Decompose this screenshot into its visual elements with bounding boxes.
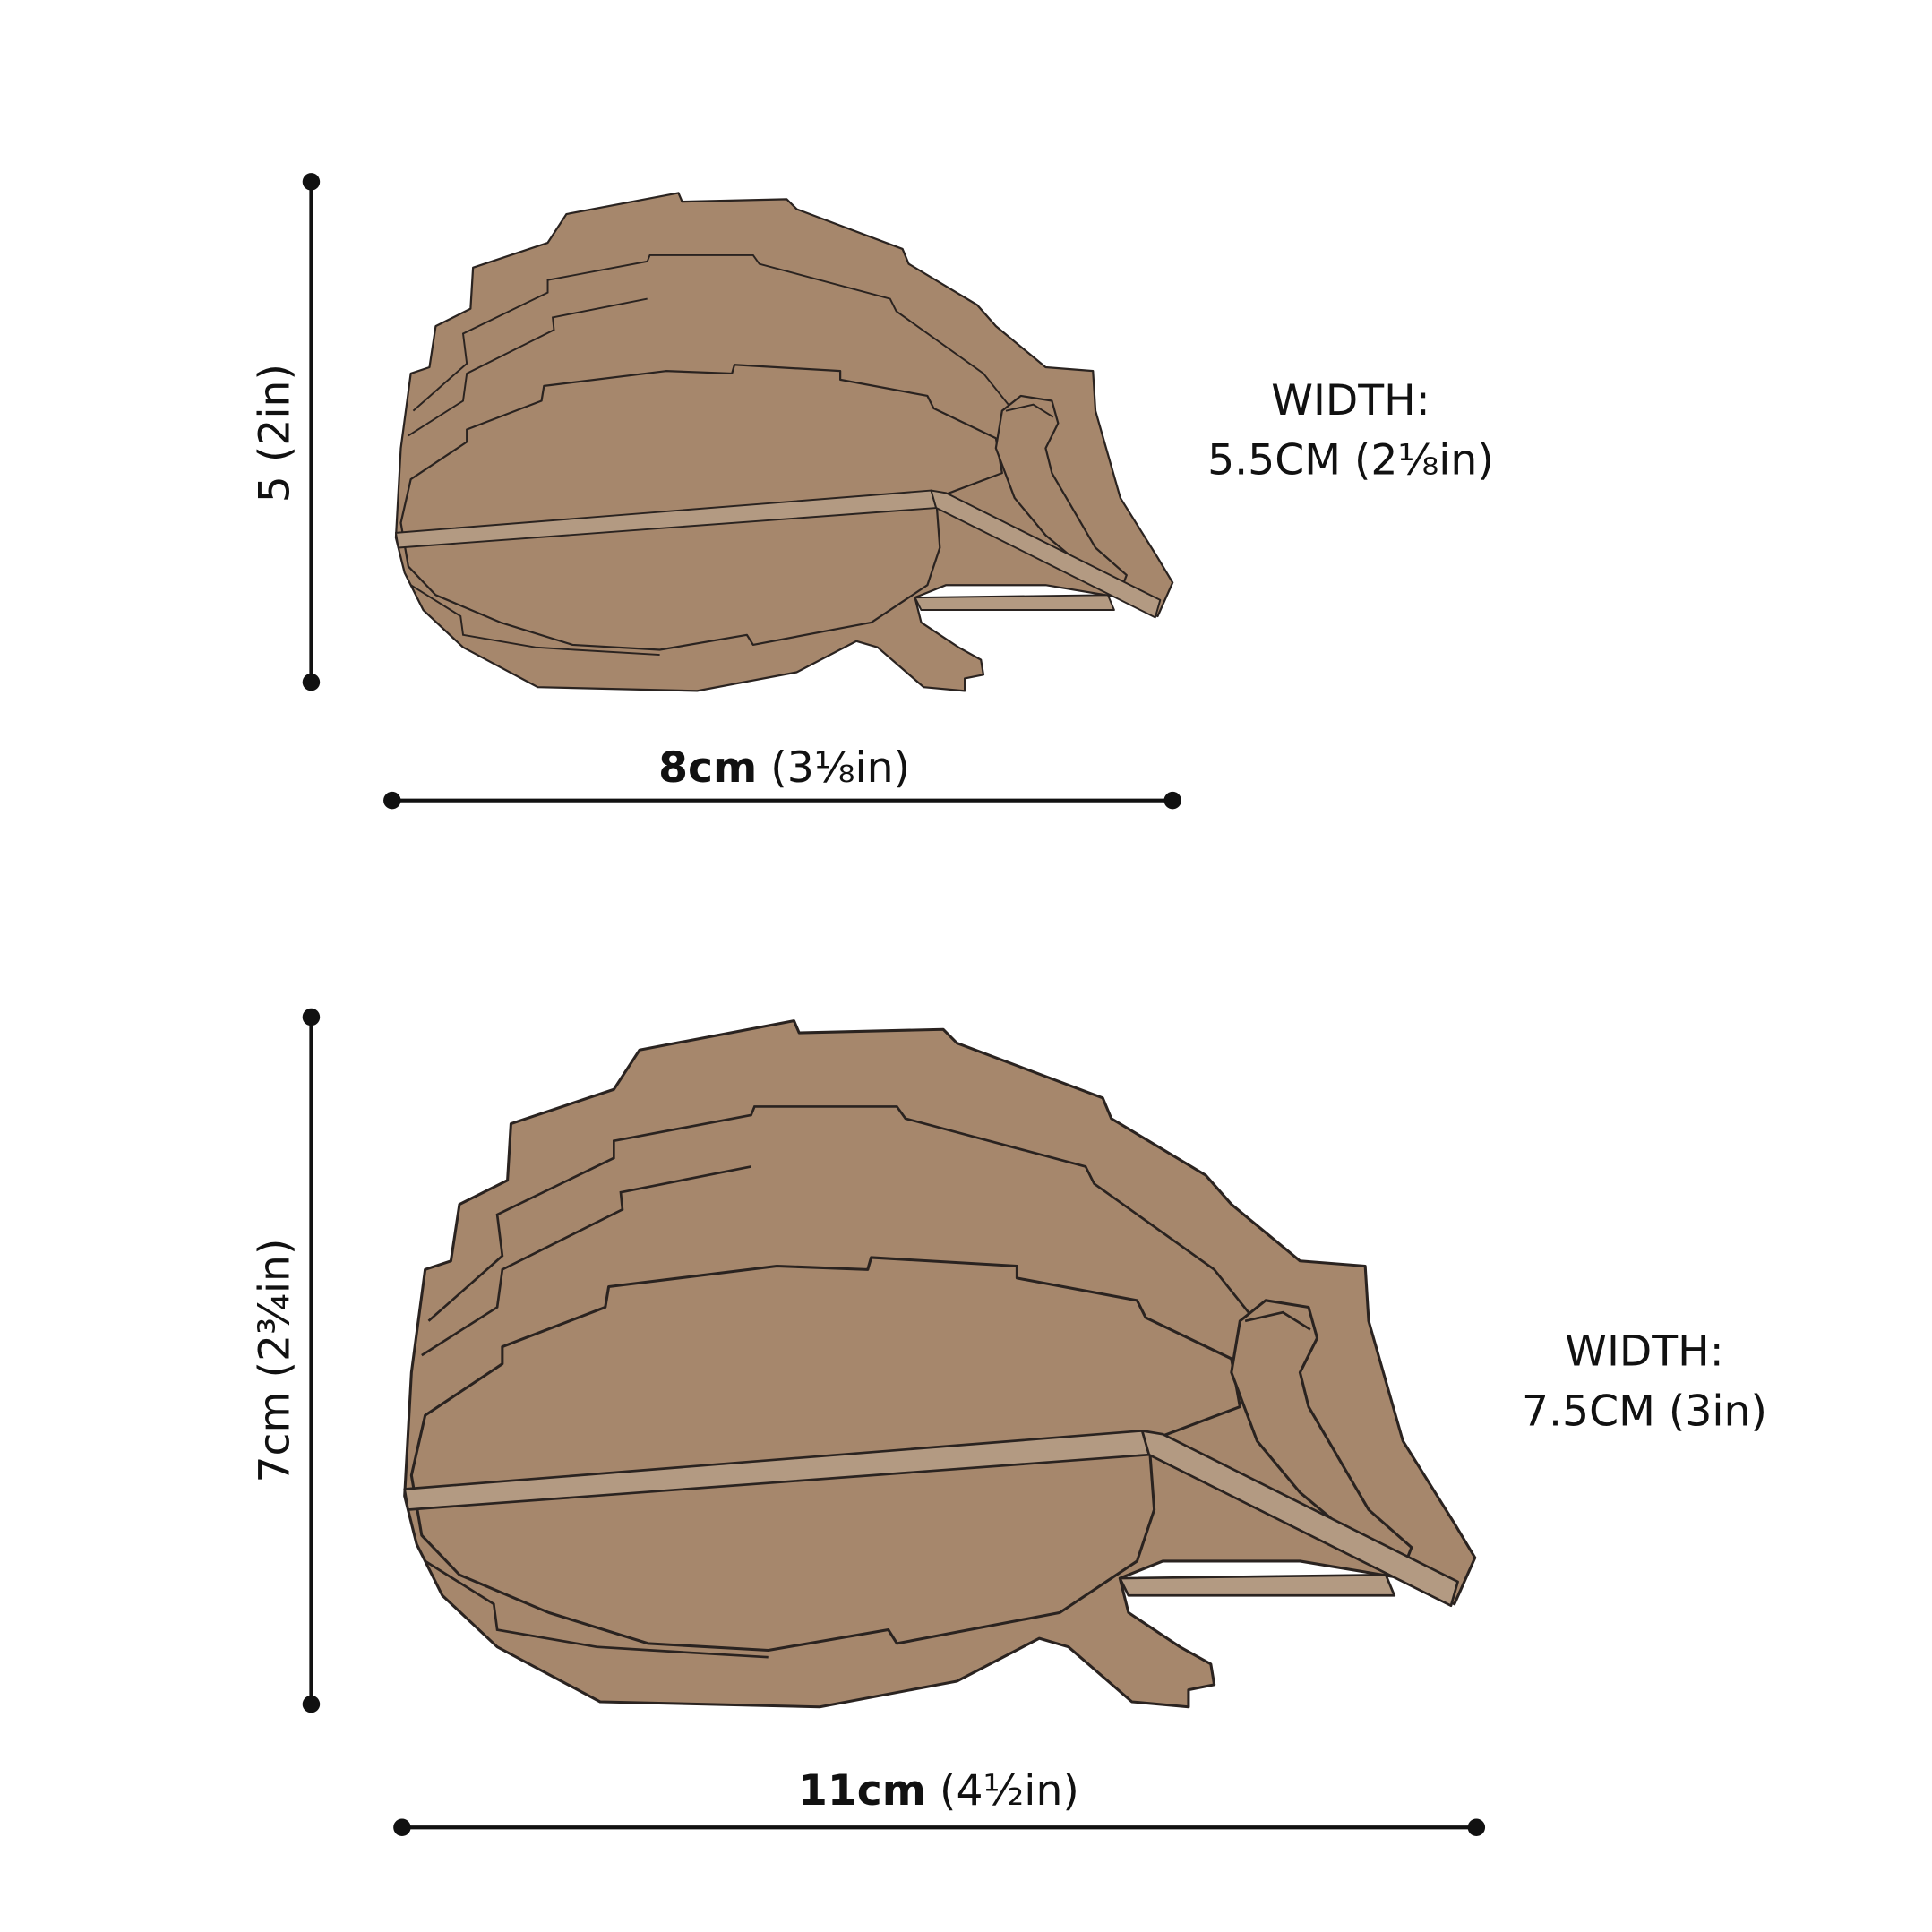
large-length-in: (4½in) [926,1766,1079,1816]
large-height-dimension-line [302,1008,321,1713]
large-height-label: 7cm (2¾in) [250,1239,299,1483]
small-width-value: 5.5CM (2⅛in) [1207,436,1494,485]
small-height-label: 5 (2in) [250,364,299,502]
small-width-title: WIDTH: [1271,376,1430,425]
small-height-dimension-line [302,173,321,691]
large-width-title: WIDTH: [1565,1327,1723,1377]
small-length-in: (3⅛in) [757,743,910,793]
large-length-dimension-line [393,1818,1486,1836]
large-hedgehog-illustration [403,1019,1477,1709]
large-width-value: 7.5CM (3in) [1522,1387,1767,1436]
small-hedgehog-illustration [394,192,1174,692]
large-length-label: 11cm (4½in) [798,1766,1079,1816]
small-length-dimension-line [383,791,1181,810]
small-length-label: 8cm (3⅛in) [658,743,910,793]
small-length-cm: 8cm [658,743,757,793]
large-length-cm: 11cm [798,1766,926,1816]
